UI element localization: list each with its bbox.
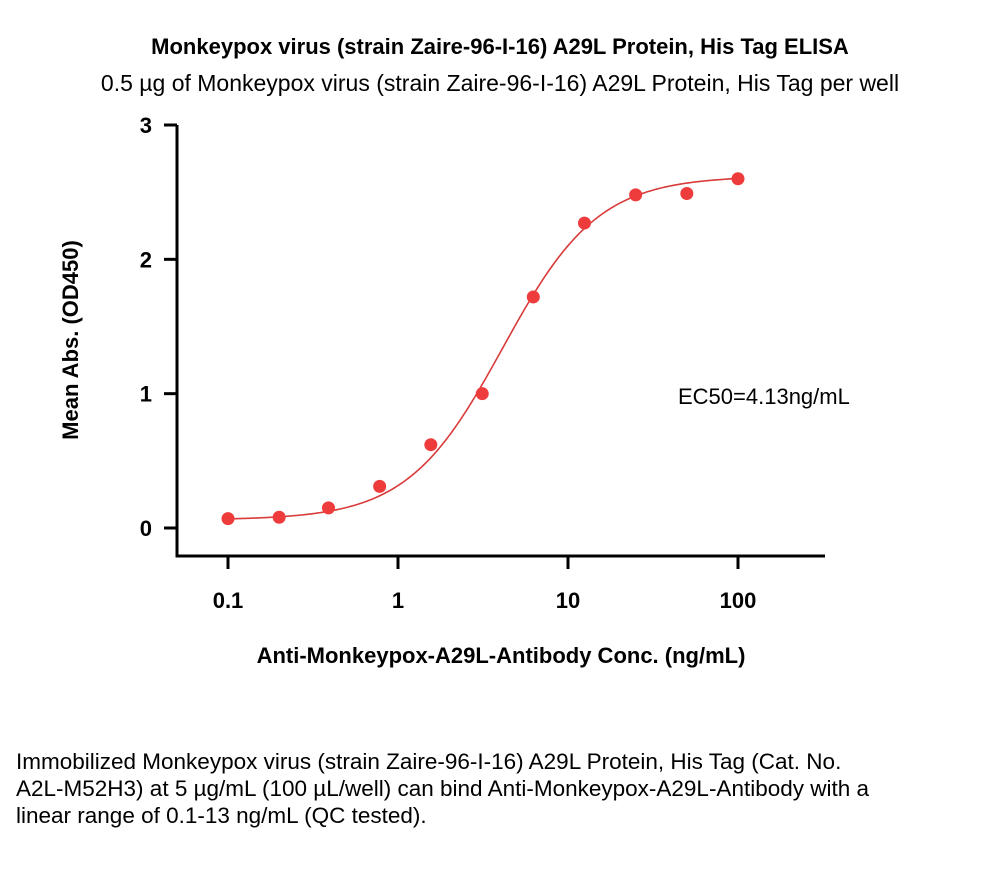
x-tick-label: 0.1 bbox=[213, 588, 244, 613]
ec50-annotation: EC50=4.13ng/mL bbox=[678, 384, 850, 409]
data-point bbox=[731, 172, 745, 186]
data-point bbox=[629, 188, 643, 202]
x-axis-label: Anti-Monkeypox-A29L-Antibody Conc. (ng/m… bbox=[257, 643, 746, 668]
x-tick-label: 10 bbox=[556, 588, 580, 613]
y-tick-label: 2 bbox=[140, 247, 152, 272]
y-tick-label: 3 bbox=[140, 113, 152, 138]
fit-curve bbox=[227, 177, 739, 520]
elisa-chart: 0 1 2 3 0.1 1 10 100 Mean Abs. (OD450) Anti-Mon… bbox=[58, 113, 850, 668]
figure-caption: Immobilized Monkeypox virus (strain Zair… bbox=[16, 749, 870, 828]
data-point bbox=[475, 387, 489, 401]
data-point bbox=[424, 438, 438, 452]
data-point bbox=[272, 510, 286, 524]
data-point bbox=[221, 512, 235, 526]
chart-subtitle: 0.5 µg of Monkeypox virus (strain Zaire-… bbox=[100, 70, 900, 96]
y-tick-label: 1 bbox=[140, 382, 152, 407]
x-tick-label: 100 bbox=[720, 588, 757, 613]
data-point bbox=[373, 479, 387, 493]
chart-title: Monkeypox virus (strain Zaire-96-I-16) A… bbox=[151, 34, 849, 59]
x-tick-label: 1 bbox=[392, 588, 404, 613]
data-point bbox=[577, 216, 591, 230]
y-axis-label: Mean Abs. (OD450) bbox=[58, 240, 83, 440]
data-point bbox=[680, 187, 694, 201]
data-point bbox=[526, 290, 540, 304]
y-tick-label: 0 bbox=[140, 516, 152, 541]
data-point bbox=[321, 501, 335, 515]
